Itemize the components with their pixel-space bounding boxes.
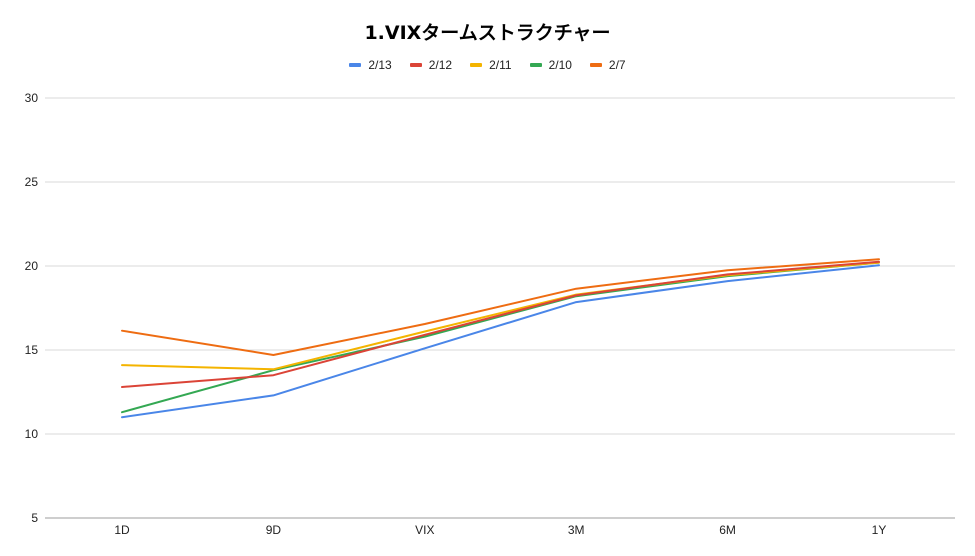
y-tick-label: 15 [25,343,39,357]
legend-item: 2/11 [470,58,512,72]
series-line-2-7 [121,258,880,356]
x-tick-label: 1D [114,523,130,537]
legend-swatch [529,63,542,67]
legend-item: 2/10 [529,58,572,72]
x-tick-label: 9D [266,523,282,537]
y-tick-label: 30 [25,91,39,105]
x-tick-label: 1Y [872,523,887,537]
y-tick-label: 25 [25,175,39,189]
legend-swatch [589,63,602,67]
x-tick-label: 6M [719,523,736,537]
legend-swatch [409,63,422,67]
y-tick-label: 5 [31,511,38,525]
chart-title: 1.VIXタームストラクチャー [364,22,611,44]
legend-item: 2/13 [349,58,392,72]
series-line-2-10 [121,261,880,414]
x-tick-label: VIX [415,523,434,537]
legend-label: 2/7 [608,58,626,72]
legend-label: 2/11 [489,58,512,72]
y-tick-label: 10 [25,427,39,441]
series-line-2-13 [121,264,880,419]
legend-label: 2/10 [548,58,572,72]
series-line-2-12 [121,260,880,388]
legend-item: 2/7 [589,58,626,72]
legend-label: 2/12 [428,58,453,72]
x-tick-label: 3M [568,523,585,537]
legend-item: 2/12 [409,58,453,72]
legend-swatch [349,63,362,67]
legend-swatch [470,63,483,67]
legend-label: 2/13 [368,58,392,72]
legend: 2/13 2/12 2/11 2/10 2/7 [0,58,975,72]
y-tick-label: 20 [25,259,39,273]
